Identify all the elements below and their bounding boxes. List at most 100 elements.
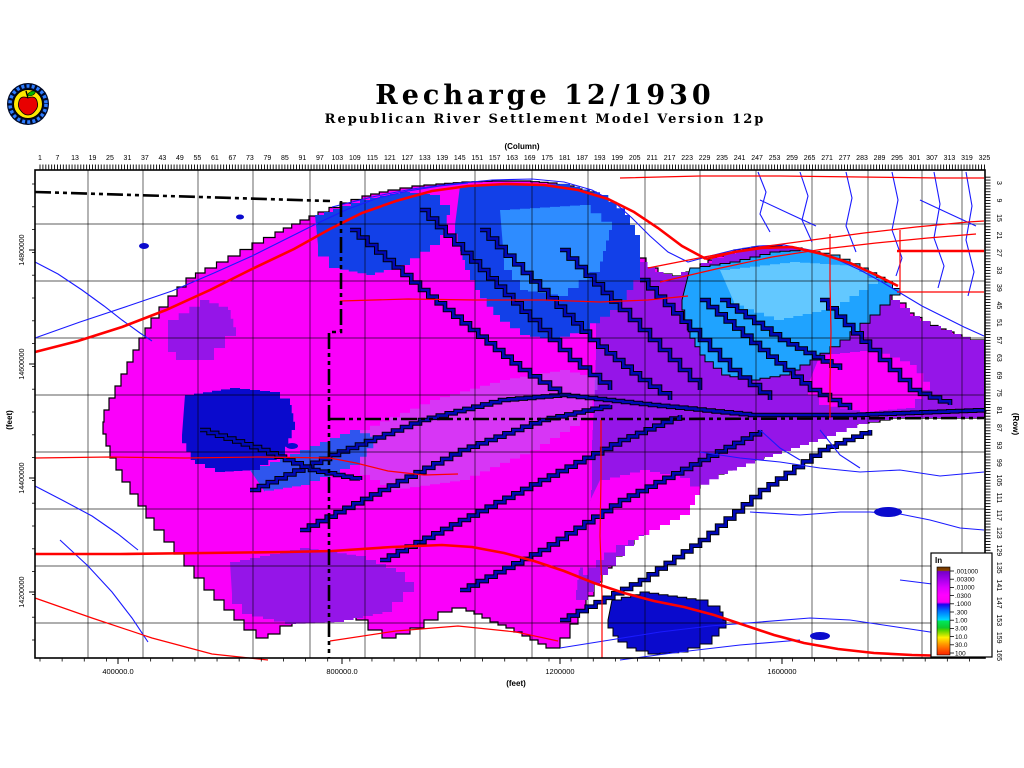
col-tick-label: 1: [38, 155, 42, 162]
col-tick-label: 19: [89, 155, 97, 162]
row-tick-label: 51: [995, 319, 1002, 327]
col-tick-label: 271: [821, 155, 833, 162]
bottom-tick-label: 1200000: [545, 667, 574, 676]
river-line: [619, 639, 801, 661]
row-tick-label: 75: [995, 389, 1002, 397]
lake: [139, 243, 149, 249]
river-line: [799, 171, 813, 243]
lake: [874, 507, 902, 517]
row-tick-label: 123: [995, 527, 1002, 539]
road-line: [647, 220, 985, 269]
col-tick-label: 181: [559, 155, 571, 162]
legend-entry-label: .00300: [955, 577, 975, 584]
stream-channel: [560, 430, 872, 622]
road-line: [34, 182, 707, 354]
row-axis-label: (Row): [1011, 413, 1020, 436]
row-tick-label: 159: [995, 632, 1002, 644]
legend-entry-label: 3.00: [955, 626, 968, 633]
stream-channel: [420, 208, 612, 390]
state-boundary-line: [329, 416, 985, 421]
col-tick-label: 37: [141, 155, 149, 162]
left-tick-label: 14400000: [19, 462, 26, 493]
bottom-tick-label: 800000.0: [326, 667, 357, 676]
col-tick-label: 319: [961, 155, 973, 162]
col-tick-label: 61: [211, 155, 219, 162]
legend-entry-label: 30.0: [955, 642, 968, 649]
row-tick-label: 147: [995, 597, 1002, 609]
col-tick-label: 175: [541, 155, 553, 162]
river-line: [699, 451, 985, 477]
river-line: [819, 429, 861, 469]
col-tick-label: 277: [839, 155, 851, 162]
col-tick-label: 127: [401, 155, 413, 162]
river-line: [34, 261, 153, 342]
stream-channel: [380, 415, 682, 562]
col-tick-label: 85: [281, 155, 289, 162]
col-tick-label: 193: [594, 155, 606, 162]
col-tick-label: 91: [298, 155, 306, 162]
row-tick-label: 15: [995, 214, 1002, 222]
row-tick-label: 87: [995, 424, 1002, 432]
col-tick-label: 199: [611, 155, 623, 162]
river-line: [559, 617, 961, 649]
col-tick-label: 253: [769, 155, 781, 162]
col-tick-label: 325: [979, 155, 991, 162]
row-tick-label: 135: [995, 562, 1002, 574]
row-tick-label: 111: [995, 492, 1002, 503]
col-tick-label: 7: [56, 155, 60, 162]
lake: [236, 214, 244, 220]
col-tick-label: 163: [506, 155, 518, 162]
map-frame: [34, 169, 986, 659]
recharge-region: [720, 262, 878, 320]
recharge-region: [315, 192, 450, 275]
col-tick-label: 13: [71, 155, 79, 162]
row-tick-label: 69: [995, 371, 1002, 379]
column-axis-label: (Column): [504, 142, 539, 151]
row-tick-label: 39: [995, 284, 1002, 292]
recharge-region: [578, 470, 700, 575]
row-tick-label: 141: [995, 579, 1002, 591]
river-line: [34, 182, 469, 339]
col-tick-label: 67: [228, 155, 236, 162]
left-axis-label: (feet): [5, 410, 14, 430]
model-logo: [7, 83, 49, 125]
left-tick-label: 14600000: [19, 348, 26, 379]
col-tick-label: 139: [436, 155, 448, 162]
row-tick-label: 45: [995, 302, 1002, 310]
legend-entry-label: 1.00: [955, 618, 968, 625]
row-tick-label: 9: [995, 199, 1002, 203]
col-tick-label: 295: [891, 155, 903, 162]
col-tick-label: 307: [926, 155, 938, 162]
bottom-axis-label: (feet): [506, 679, 526, 688]
row-tick-label: 165: [995, 649, 1002, 661]
row-tick-label: 63: [995, 354, 1002, 362]
lake: [810, 632, 830, 640]
col-tick-label: 145: [454, 155, 466, 162]
legend: In .001000 .00300.01000.0300.1000.300 1.00…: [930, 552, 993, 658]
col-tick-label: 31: [124, 155, 132, 162]
col-tick-label: 283: [856, 155, 868, 162]
col-tick-label: 25: [106, 155, 114, 162]
road-line: [339, 295, 689, 303]
row-tick-label: 3: [995, 181, 1002, 185]
col-tick-label: 43: [159, 155, 167, 162]
river-line: [759, 199, 817, 227]
stream-channel: [350, 228, 562, 395]
stream-channel: [560, 393, 986, 417]
logo-leaf-icon: [27, 90, 36, 97]
road-line: [34, 456, 459, 476]
road-line: [599, 420, 603, 658]
left-tick-label: 14800000: [19, 234, 26, 265]
road-line: [35, 543, 985, 659]
legend-entry-label: .300: [955, 609, 968, 616]
road-line: [659, 233, 977, 283]
col-tick-label: 157: [489, 155, 501, 162]
row-tick-label: 27: [995, 249, 1002, 257]
col-tick-label: 217: [664, 155, 676, 162]
road-line: [34, 597, 269, 661]
river-line: [965, 171, 975, 297]
road-line: [329, 625, 559, 642]
legend-entry-label: .0300: [955, 593, 971, 600]
row-tick-label: 57: [995, 337, 1002, 345]
